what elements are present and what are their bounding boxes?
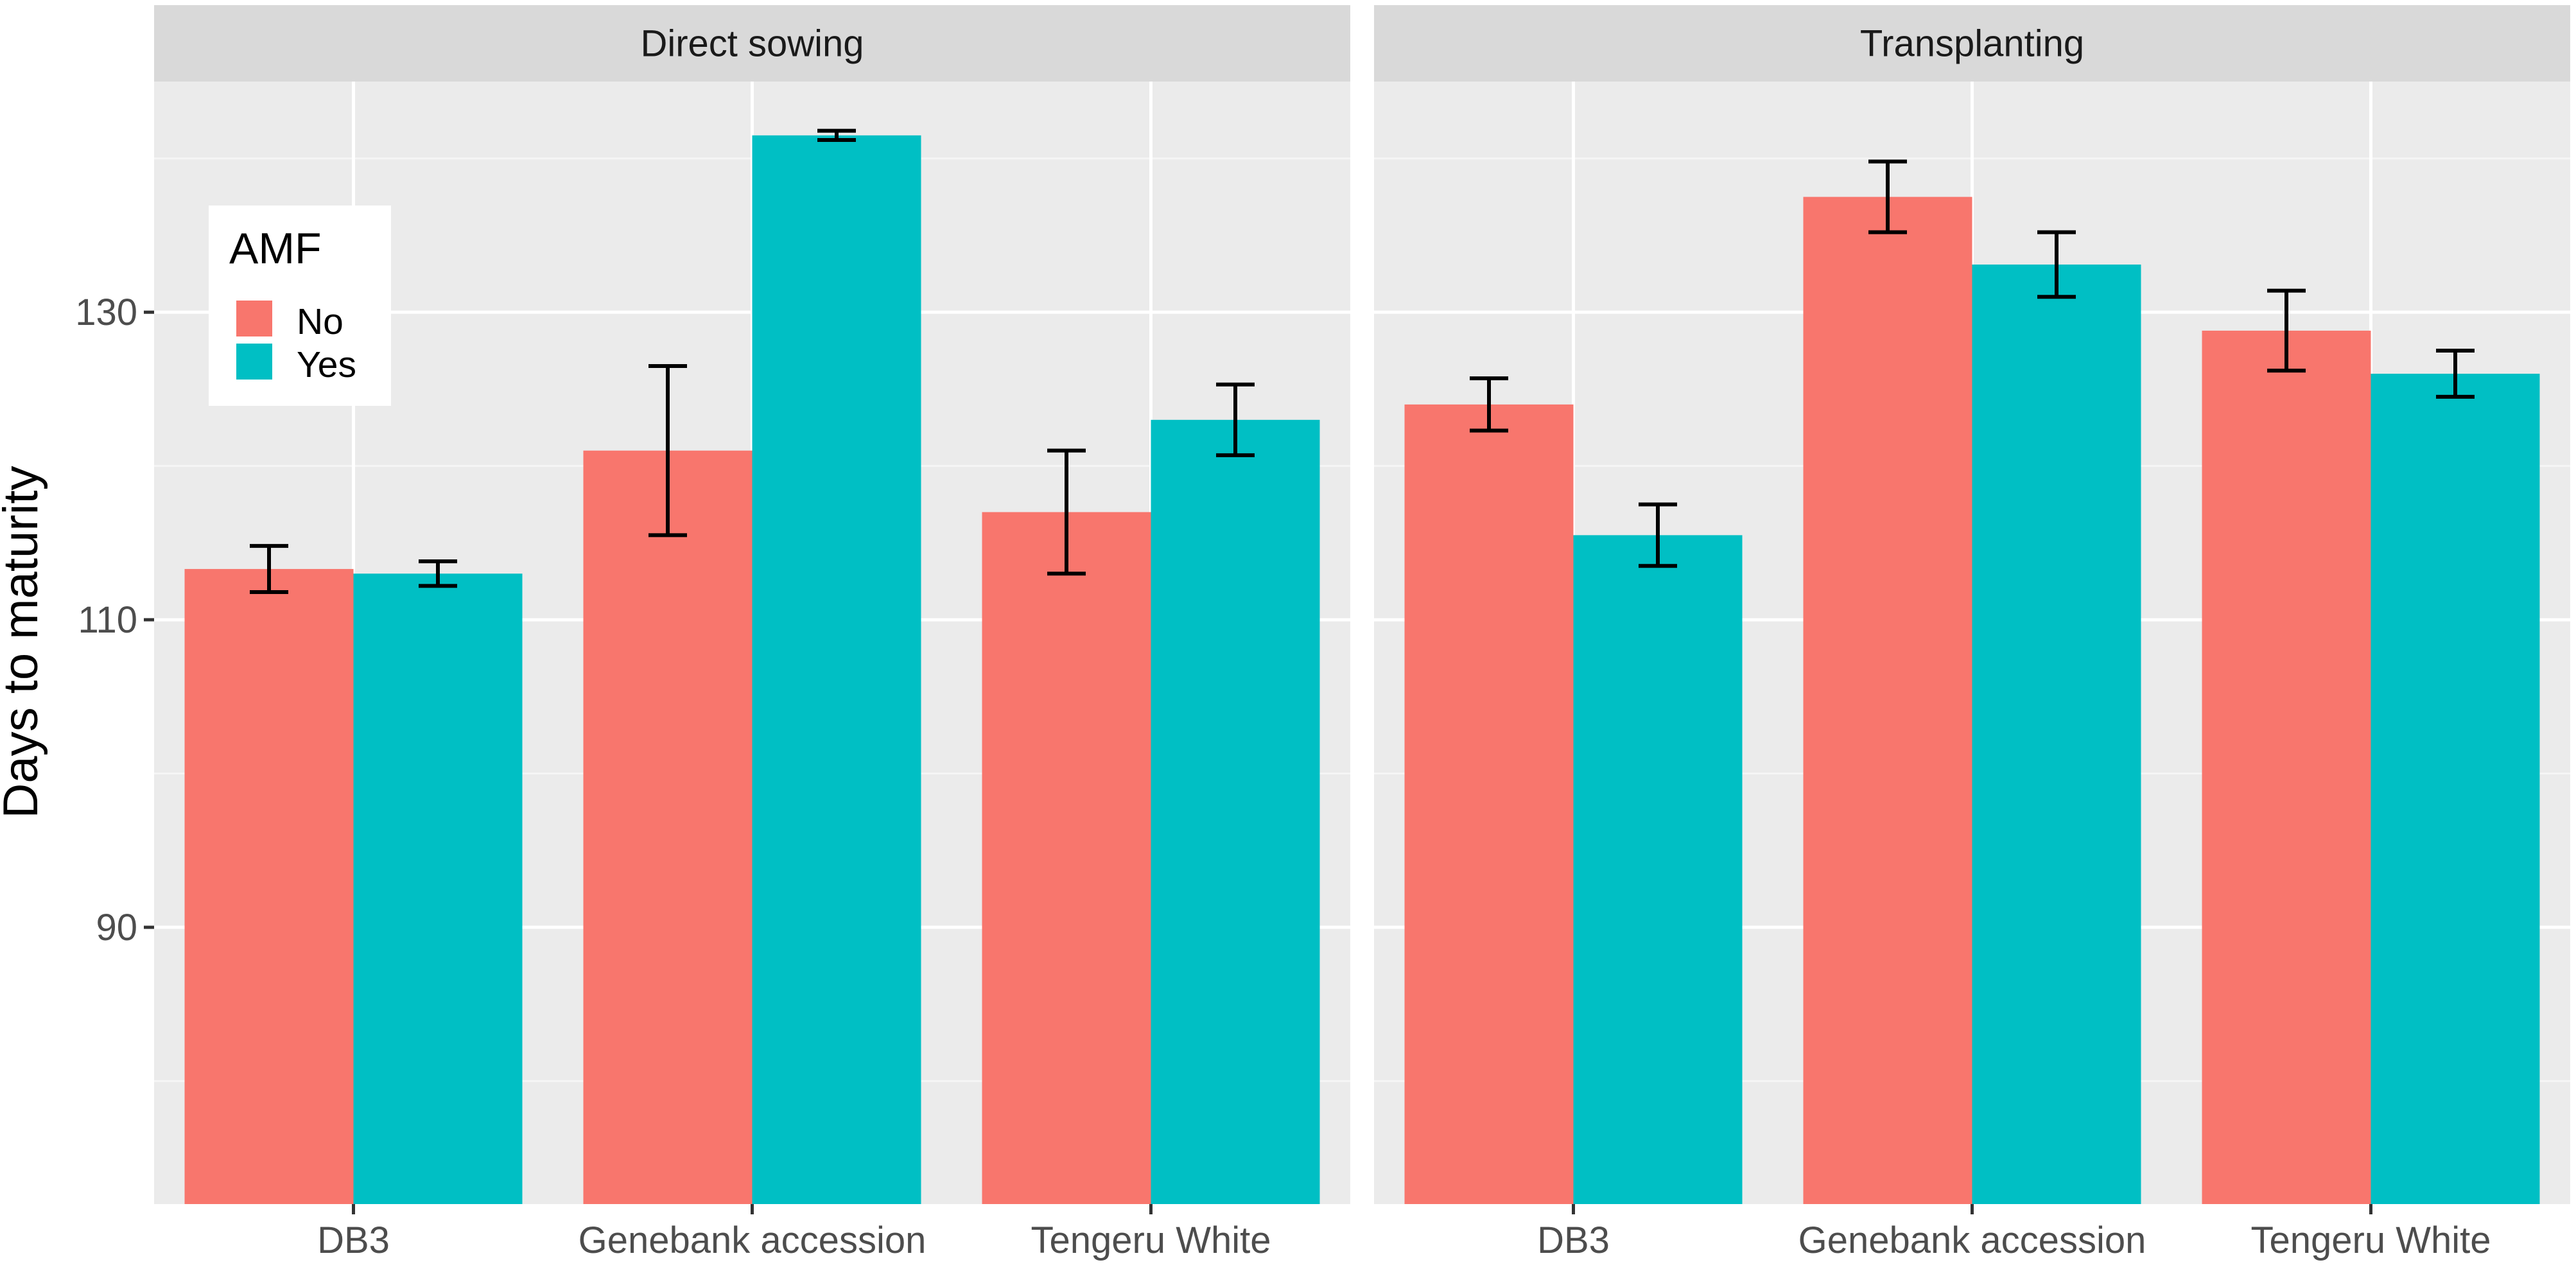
legend-label-no: No (297, 301, 344, 342)
bar (353, 573, 523, 1204)
facet-strip-label: Direct sowing (640, 23, 864, 65)
facet-panels: Direct sowing DB3 Genebank accession Tenger… (154, 5, 2570, 1261)
facet-strip (1374, 5, 2570, 82)
bar (752, 135, 921, 1204)
bar (1151, 419, 1320, 1205)
y-tick-label: 130 (75, 292, 137, 333)
bar (982, 512, 1151, 1204)
bar (1972, 264, 2141, 1204)
bar (2371, 373, 2540, 1204)
x-tick-label: Genebank accession (579, 1219, 927, 1261)
x-tick-label: DB3 (1537, 1219, 1610, 1261)
legend-key-yes (236, 344, 272, 380)
facet-panel: Transplanting DB3 Genebank accession Tenger… (1374, 5, 2570, 1261)
x-tick-label: Tengeru White (2251, 1219, 2491, 1261)
x-tick-label: Genebank accession (1798, 1219, 2146, 1261)
y-axis-title: Days to maturity (0, 466, 48, 818)
legend-key-no (236, 301, 272, 336)
legend-label-yes: Yes (297, 344, 356, 385)
x-tick-label: DB3 (317, 1219, 390, 1261)
bar (1573, 535, 1743, 1204)
legend: AMF No Yes (209, 205, 391, 406)
bar (1404, 404, 1574, 1204)
facet-strip (154, 5, 1350, 82)
y-axis: 90 110 130 (75, 292, 154, 948)
facet-strip-label: Transplanting (1860, 23, 2084, 65)
legend-title: AMF (229, 224, 322, 273)
y-tick-label: 110 (78, 599, 137, 641)
facet-panel: Direct sowing DB3 Genebank accession Tenger… (154, 5, 1350, 1261)
bar (184, 569, 354, 1204)
bar (583, 450, 753, 1204)
bar (1803, 197, 1972, 1204)
bar (2202, 330, 2371, 1204)
y-tick-label: 90 (96, 907, 137, 948)
x-tick-label: Tengeru White (1031, 1219, 1271, 1261)
